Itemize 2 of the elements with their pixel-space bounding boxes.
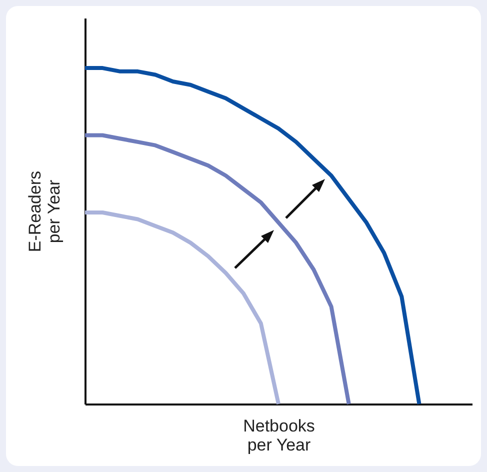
x-axis-title: Netbooks per Year <box>243 416 315 454</box>
y-axis-title: E-Readers per Year <box>26 170 64 252</box>
